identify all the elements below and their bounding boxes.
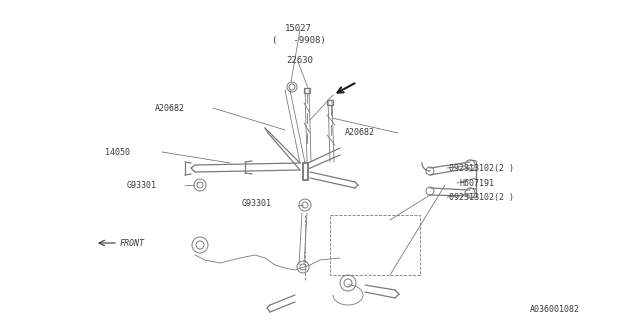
Text: A036001082: A036001082	[530, 306, 580, 315]
Text: G93301: G93301	[242, 198, 272, 207]
Text: H607191: H607191	[459, 179, 494, 188]
Text: 15027: 15027	[285, 23, 312, 33]
Text: A20682: A20682	[345, 127, 375, 137]
Text: 092313102(2 ): 092313102(2 )	[449, 164, 514, 172]
Text: (   -9908): ( -9908)	[272, 36, 326, 44]
Bar	[330, 215, 420, 275]
Text: FRONT: FRONT	[120, 238, 145, 247]
Text: 14050: 14050	[105, 148, 130, 156]
Text: 092313102(2 ): 092313102(2 )	[449, 193, 514, 202]
Text: A20682: A20682	[155, 103, 185, 113]
Text: 22630: 22630	[286, 55, 313, 65]
Text: G93301: G93301	[127, 180, 157, 189]
